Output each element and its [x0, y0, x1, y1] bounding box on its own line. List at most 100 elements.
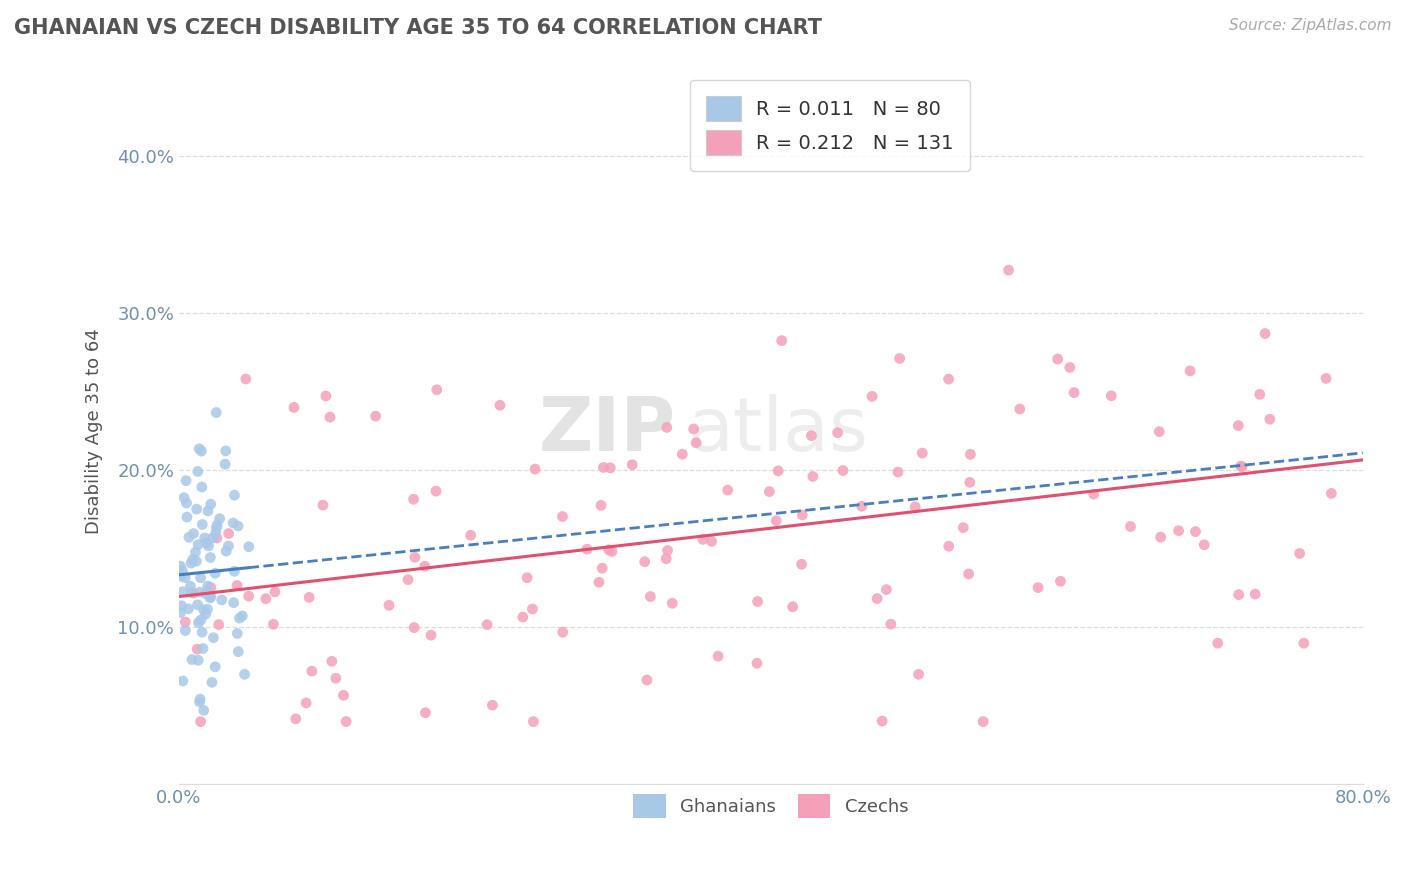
Point — [174, 474, 197, 488]
Point — [396, 573, 419, 587]
Point — [187, 538, 209, 552]
Point — [284, 712, 307, 726]
Point — [904, 500, 927, 514]
Point — [200, 497, 222, 511]
Point — [512, 610, 534, 624]
Point — [193, 703, 215, 717]
Point — [522, 714, 544, 729]
Point — [957, 566, 980, 581]
Point — [524, 462, 547, 476]
Point — [188, 692, 211, 706]
Point — [321, 654, 343, 668]
Point — [215, 544, 238, 558]
Point — [655, 420, 678, 434]
Point — [588, 575, 610, 590]
Point — [174, 571, 197, 585]
Point — [201, 531, 224, 545]
Point — [911, 446, 934, 460]
Point — [415, 706, 437, 720]
Point — [197, 539, 219, 553]
Point — [1147, 425, 1170, 439]
Point — [194, 531, 217, 545]
Point — [315, 389, 337, 403]
Point — [170, 599, 193, 613]
Point — [190, 571, 212, 585]
Point — [1059, 360, 1081, 375]
Point — [169, 606, 191, 620]
Point — [692, 533, 714, 547]
Point — [671, 447, 693, 461]
Point — [827, 425, 849, 440]
Point — [226, 645, 249, 659]
Point — [599, 461, 621, 475]
Point — [205, 531, 228, 545]
Point — [194, 607, 217, 621]
Point — [181, 552, 204, 566]
Point — [222, 516, 245, 530]
Point — [682, 422, 704, 436]
Point — [801, 469, 824, 483]
Point — [177, 530, 200, 544]
Point — [1292, 636, 1315, 650]
Point — [233, 667, 256, 681]
Point — [214, 457, 236, 471]
Point — [591, 561, 613, 575]
Point — [208, 617, 231, 632]
Point — [1315, 371, 1337, 385]
Point — [1119, 519, 1142, 533]
Point — [600, 544, 623, 558]
Point — [193, 603, 215, 617]
Point — [765, 514, 787, 528]
Point — [205, 518, 228, 533]
Point — [191, 517, 214, 532]
Point — [860, 389, 883, 403]
Point — [218, 526, 240, 541]
Point — [201, 675, 224, 690]
Point — [875, 582, 897, 597]
Point — [202, 631, 225, 645]
Text: ZIP: ZIP — [538, 394, 676, 467]
Point — [404, 550, 426, 565]
Point — [174, 615, 197, 629]
Point — [198, 591, 221, 605]
Point — [298, 591, 321, 605]
Point — [1167, 524, 1189, 538]
Point — [177, 601, 200, 615]
Point — [176, 496, 198, 510]
Point — [173, 491, 195, 505]
Point — [180, 556, 202, 570]
Point — [254, 591, 277, 606]
Point — [172, 673, 194, 688]
Point — [938, 539, 960, 553]
Point — [481, 698, 503, 713]
Point — [1008, 402, 1031, 417]
Point — [717, 483, 740, 498]
Point — [235, 372, 257, 386]
Point — [335, 714, 357, 729]
Point — [205, 525, 228, 540]
Point — [522, 602, 544, 616]
Point — [636, 673, 658, 687]
Point — [1227, 588, 1250, 602]
Point — [301, 664, 323, 678]
Point — [204, 566, 226, 581]
Point — [197, 602, 219, 616]
Point — [1150, 530, 1173, 544]
Point — [657, 543, 679, 558]
Point — [319, 410, 342, 425]
Point — [866, 591, 889, 606]
Point — [598, 542, 620, 557]
Point — [169, 559, 191, 574]
Point — [187, 615, 209, 630]
Point — [226, 519, 249, 533]
Point — [655, 551, 678, 566]
Point — [959, 475, 981, 490]
Point — [1184, 524, 1206, 539]
Point — [516, 571, 538, 585]
Point — [592, 460, 614, 475]
Point — [1254, 326, 1277, 341]
Point — [475, 617, 498, 632]
Point — [172, 564, 194, 578]
Point — [889, 351, 911, 366]
Point — [226, 626, 249, 640]
